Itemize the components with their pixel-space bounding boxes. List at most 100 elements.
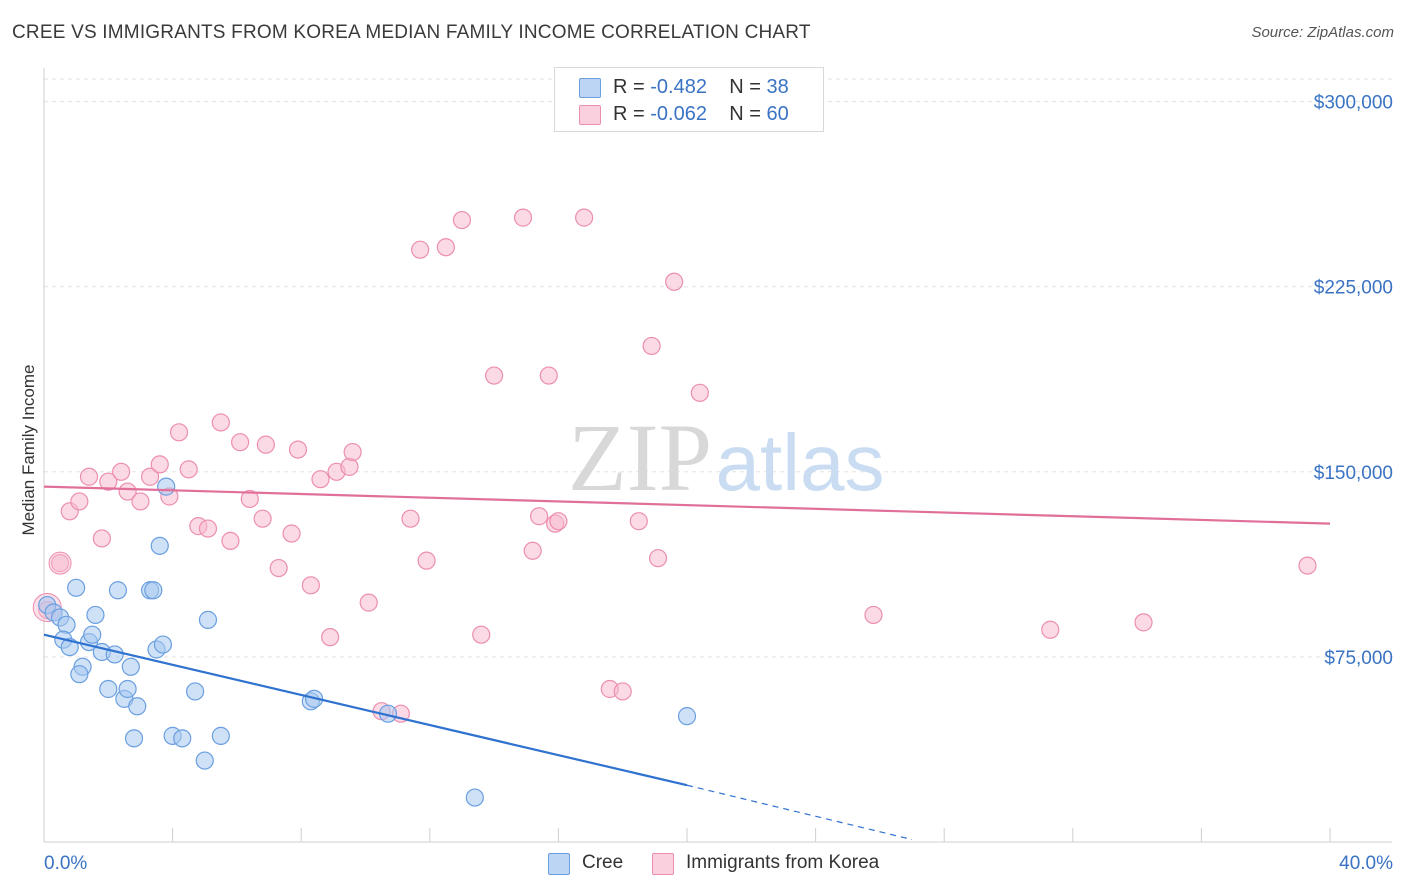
- y-tick-label: $150,000: [1314, 463, 1393, 484]
- series-legend-label-cree: Cree: [582, 852, 624, 873]
- korea-point: [179, 460, 198, 479]
- series-cree-points: [38, 477, 697, 807]
- korea-point: [690, 383, 709, 402]
- cree-trend-extension: [686, 784, 913, 841]
- korea-point: [485, 366, 504, 385]
- cree-point: [173, 729, 192, 748]
- korea-point: [99, 472, 118, 491]
- series-legend-label-korea: Immigrants from Korea: [686, 852, 880, 873]
- cree-point: [157, 477, 176, 496]
- korea-point: [112, 462, 131, 481]
- legend-n-value-korea: 60: [766, 103, 789, 125]
- watermark-zip: ZIP: [568, 404, 712, 511]
- chart-title: CREE VS IMMIGRANTS FROM KOREA MEDIAN FAM…: [12, 22, 811, 43]
- legend-r-value-cree: -0.482: [650, 76, 707, 98]
- korea-point: [321, 628, 340, 647]
- y-tick-label: $225,000: [1314, 278, 1393, 299]
- korea-point: [311, 470, 330, 489]
- cree-point: [677, 707, 697, 726]
- korea-point: [648, 549, 668, 568]
- korea-point: [253, 509, 272, 528]
- cree-point: [121, 657, 140, 676]
- cree-trend-line: [43, 633, 688, 787]
- korea-point: [613, 682, 632, 701]
- cree-point: [465, 788, 484, 807]
- cree-point: [144, 581, 163, 600]
- cree-point: [70, 665, 89, 684]
- korea-point: [1298, 556, 1317, 575]
- korea-point: [411, 240, 430, 259]
- korea-point: [198, 519, 218, 538]
- korea-point: [629, 512, 648, 531]
- korea-point: [539, 366, 558, 385]
- axes: [43, 68, 1392, 843]
- korea-point: [530, 507, 549, 526]
- y-tick-label: $300,000: [1314, 93, 1393, 114]
- cree-point: [153, 635, 173, 654]
- korea-point: [288, 440, 308, 459]
- cree-point: [67, 578, 86, 597]
- korea-point: [282, 524, 301, 543]
- series-legend: Cree Immigrants from Korea: [0, 852, 1406, 876]
- korea-point: [513, 208, 533, 227]
- cree-point: [211, 726, 230, 745]
- y-tick-label: $75,000: [1324, 648, 1393, 669]
- series-legend-swatch-korea: [652, 853, 674, 875]
- korea-point: [256, 435, 275, 454]
- korea-point: [642, 336, 661, 356]
- korea-point: [221, 531, 240, 551]
- korea-point: [231, 433, 250, 452]
- korea-point: [92, 529, 111, 548]
- korea-trend-line: [43, 485, 1331, 525]
- korea-point: [140, 467, 160, 486]
- legend-r-label-korea: R =: [613, 103, 651, 125]
- source-label: Source: ZipAtlas.com: [1251, 24, 1394, 41]
- cree-point: [105, 645, 124, 664]
- cree-point: [186, 682, 205, 701]
- watermark-atlas: atlas: [716, 418, 885, 507]
- korea-point-large: [48, 551, 72, 575]
- cree-point: [86, 605, 105, 625]
- cree-point: [83, 625, 102, 644]
- x-tick-label-min: 0.0%: [44, 853, 87, 874]
- korea-point: [417, 551, 436, 570]
- korea-point: [523, 541, 542, 560]
- korea-point: [118, 482, 137, 501]
- korea-point: [343, 442, 362, 462]
- cree-point: [128, 697, 147, 716]
- cree-point: [195, 751, 214, 770]
- cree-point: [57, 615, 76, 634]
- korea-point: [472, 625, 491, 644]
- legend-swatch-cree: [579, 78, 601, 98]
- cree-point: [198, 610, 218, 629]
- legend-n-label-korea: N =: [729, 103, 767, 125]
- korea-point: [665, 272, 684, 291]
- korea-point: [79, 467, 99, 486]
- cree-point: [99, 679, 118, 699]
- cree-point: [118, 679, 137, 699]
- korea-point: [340, 457, 359, 476]
- korea-point: [240, 489, 259, 509]
- cree-point: [150, 536, 169, 555]
- korea-point: [211, 413, 230, 432]
- legend-r-value-korea: -0.062: [650, 103, 707, 125]
- series-legend-swatch-cree: [548, 853, 570, 875]
- korea-point: [131, 492, 150, 511]
- korea-point: [301, 576, 320, 595]
- korea-point: [864, 605, 883, 625]
- legend-n-value-cree: 38: [766, 76, 789, 98]
- korea-point: [70, 492, 89, 511]
- grid-lines: [44, 78, 1392, 658]
- korea-point: [1134, 613, 1153, 632]
- x-tick-label-max: 40.0%: [1339, 853, 1393, 874]
- korea-point: [150, 455, 169, 474]
- korea-point: [1041, 620, 1060, 639]
- watermark: ZIP atlas: [568, 404, 884, 511]
- korea-point: [575, 208, 594, 227]
- legend-swatch-korea: [579, 105, 601, 125]
- cree-point: [108, 581, 128, 600]
- legend-r-label-cree: R =: [613, 76, 651, 98]
- korea-point: [359, 593, 378, 612]
- correlation-legend: R = -0.482 N = 38 R = -0.062 N = 60: [554, 67, 824, 132]
